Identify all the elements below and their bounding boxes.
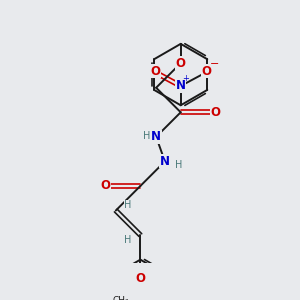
Text: N: N <box>160 155 170 168</box>
Text: H: H <box>124 200 132 210</box>
Text: N: N <box>176 80 186 92</box>
Text: H: H <box>143 131 150 141</box>
Text: O: O <box>176 57 186 70</box>
Text: N: N <box>151 130 161 143</box>
Text: −: − <box>209 59 219 69</box>
Text: H: H <box>124 236 132 245</box>
Text: O: O <box>150 64 160 78</box>
Text: O: O <box>211 106 221 119</box>
Text: H: H <box>175 160 183 170</box>
Text: O: O <box>135 272 146 285</box>
Text: CH₃: CH₃ <box>113 296 129 300</box>
Text: O: O <box>100 179 110 193</box>
Text: +: + <box>182 74 189 83</box>
Text: O: O <box>201 64 211 78</box>
